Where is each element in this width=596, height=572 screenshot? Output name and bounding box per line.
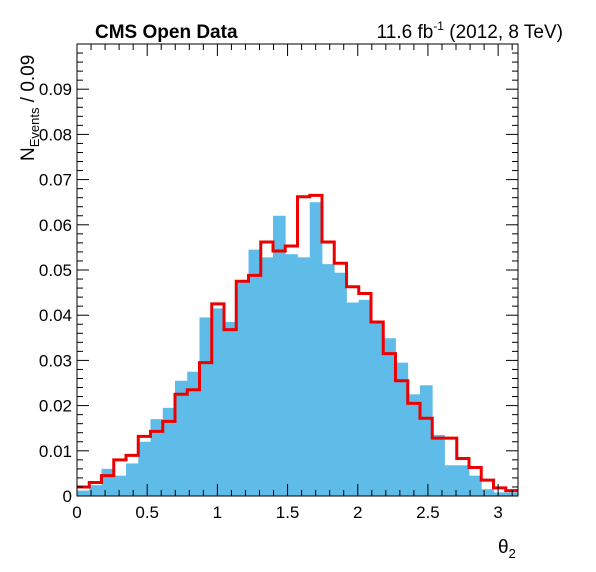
histogram-bar xyxy=(150,419,164,496)
y-tick-label: 0.08 xyxy=(39,125,72,144)
histogram-bar xyxy=(248,249,262,496)
histogram-bar xyxy=(383,338,396,496)
y-tick-label: 0.06 xyxy=(39,216,72,235)
histogram-bar xyxy=(371,321,384,496)
experiment-label: CMS Open Data xyxy=(95,22,238,43)
histogram-bar xyxy=(469,475,482,496)
histogram-bar xyxy=(236,279,249,496)
y-tick-label: 0 xyxy=(63,487,72,506)
x-tick-label: 1 xyxy=(213,503,222,522)
y-tick-label: 0.05 xyxy=(39,261,72,280)
x-tick-label: 0 xyxy=(72,503,81,522)
filled-histogram xyxy=(77,202,519,496)
histogram-bar xyxy=(481,489,494,496)
axes: 0 0.5 1 1.5 2 2.5 3 0 0.01 0.02 0.03 0.04 0.05 0.06 0.… xyxy=(39,44,518,522)
y-tick-label: 0.09 xyxy=(39,80,72,99)
histogram-bar xyxy=(407,394,421,496)
histogram-bar xyxy=(444,465,458,496)
histogram-bar xyxy=(322,264,335,496)
y-tick-label: 0.07 xyxy=(39,171,72,190)
x-tick-label: 2 xyxy=(353,503,362,522)
histogram-bar xyxy=(346,302,360,496)
histogram-bar xyxy=(162,407,176,496)
y-tick-label: 0.02 xyxy=(39,397,72,416)
x-tick-label: 1.5 xyxy=(276,503,300,522)
histogram-bar xyxy=(285,254,298,496)
histogram-bar xyxy=(432,434,445,496)
histogram-bar xyxy=(395,362,409,496)
x-tick-label: 3 xyxy=(493,503,502,522)
histogram-bar xyxy=(309,202,323,496)
step-line xyxy=(77,193,518,493)
histogram-bar xyxy=(493,492,507,496)
histogram-bar xyxy=(420,385,433,496)
histogram-bar xyxy=(456,465,470,496)
histogram-bar xyxy=(273,215,286,496)
x-axis-label: θ2 xyxy=(498,537,516,561)
histogram-bar xyxy=(297,257,311,496)
histogram-bar xyxy=(175,380,188,496)
histogram-bar xyxy=(211,308,225,496)
x-tick-label: 2.5 xyxy=(416,503,440,522)
histogram-bar xyxy=(224,321,237,496)
step-histogram xyxy=(77,193,518,493)
y-axis-label: NEvents / 0.09 xyxy=(18,55,42,161)
histogram-bar xyxy=(126,463,139,496)
histogram-bar xyxy=(138,441,151,496)
histogram-bar xyxy=(89,485,102,496)
y-tick-label: 0.01 xyxy=(39,442,72,461)
histogram-bar xyxy=(113,475,127,496)
histogram-bar xyxy=(358,299,372,496)
histogram-bar xyxy=(77,490,90,496)
histogram-bar xyxy=(334,272,347,496)
lumi-label: 11.6 fb-1 (2012, 8 TeV) xyxy=(377,19,563,43)
y-tick-label: 0.04 xyxy=(39,306,72,325)
histogram-bar xyxy=(260,257,274,496)
x-tick-label: 0.5 xyxy=(135,503,159,522)
histogram-bar xyxy=(187,371,200,496)
y-tick-label: 0.03 xyxy=(39,351,72,370)
